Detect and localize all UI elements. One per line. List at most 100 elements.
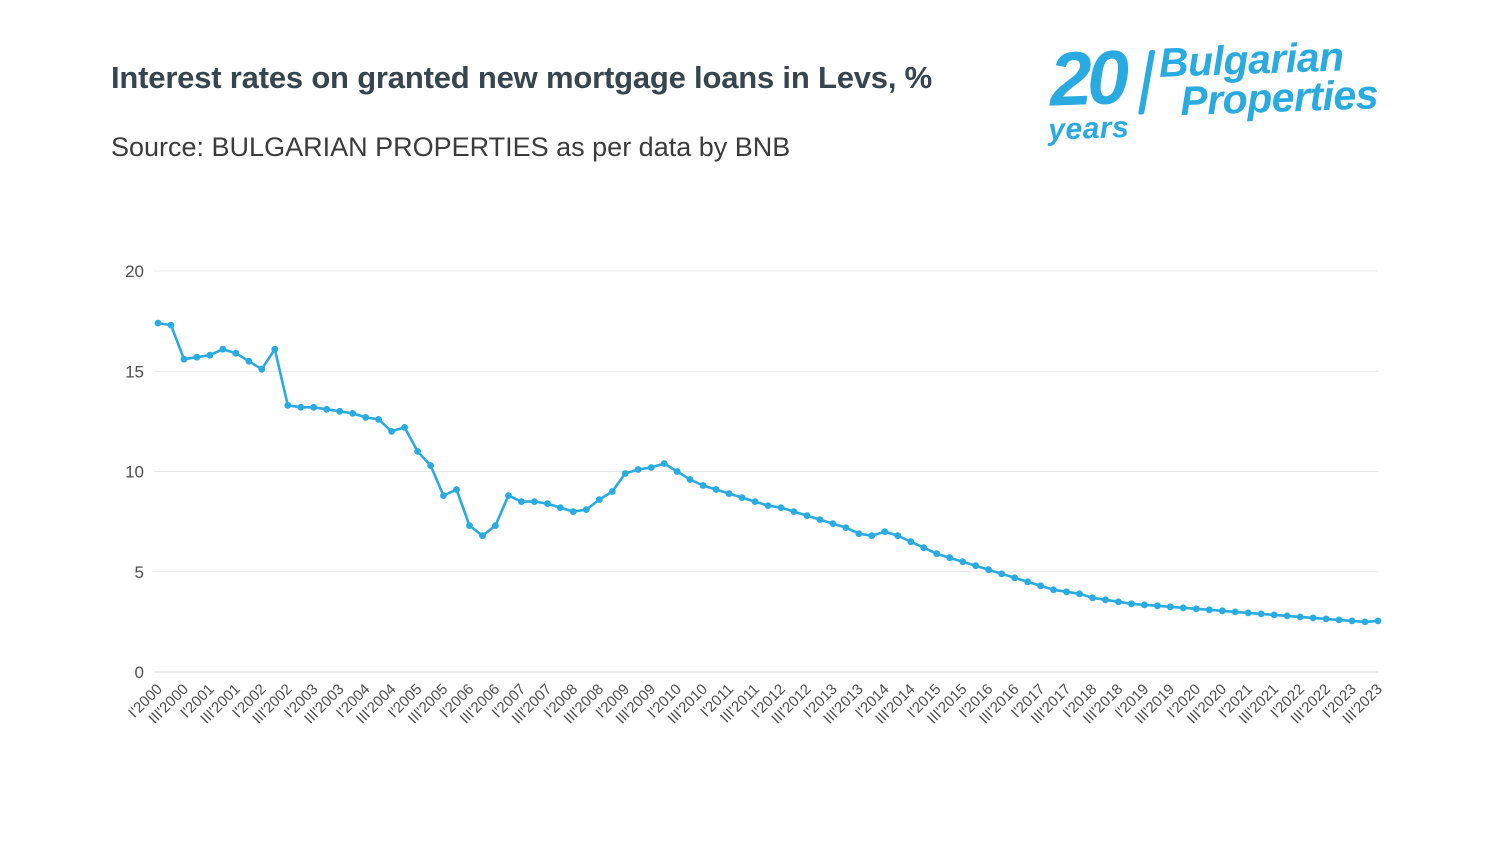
data-point <box>985 566 992 574</box>
data-point <box>673 468 681 475</box>
y-tick-label: 10 <box>125 463 144 482</box>
y-tick-label: 20 <box>125 262 144 281</box>
data-point <box>427 462 434 469</box>
data-point <box>284 401 292 409</box>
data-point <box>1037 582 1044 590</box>
chart-source-subtitle: Source: BULGARIAN PROPERTIES as per data… <box>111 132 791 162</box>
data-point <box>1309 614 1317 622</box>
data-point <box>310 403 318 411</box>
data-point <box>842 524 850 531</box>
data-point <box>466 522 473 529</box>
data-point <box>193 353 201 361</box>
bulgarian-properties-logo: 20 years Bulgarian Properties <box>1046 32 1380 148</box>
y-tick-label: 5 <box>135 563 144 582</box>
data-point <box>920 544 928 552</box>
data-point <box>712 486 720 493</box>
data-point <box>544 500 551 507</box>
data-point <box>1192 605 1200 613</box>
series-line <box>156 321 1380 624</box>
data-point <box>764 502 772 509</box>
line-chart-canvas: 05101520I'2000III'2000I'2001III'2001I'20… <box>125 262 1386 727</box>
data-point <box>297 403 305 411</box>
data-point <box>1076 590 1083 598</box>
data-point <box>1348 617 1356 625</box>
data-point <box>1179 604 1187 612</box>
data-point <box>608 488 616 495</box>
data-point <box>803 512 811 519</box>
data-point <box>1011 574 1018 582</box>
data-point <box>531 498 538 505</box>
logo-20-text: 20 <box>1048 35 1126 123</box>
data-point <box>725 490 733 497</box>
data-point <box>972 562 980 570</box>
data-point <box>816 516 824 523</box>
data-point <box>751 498 759 505</box>
data-point <box>271 345 279 353</box>
data-point <box>907 538 915 546</box>
data-point <box>1089 594 1096 602</box>
data-point <box>1374 617 1382 625</box>
data-point <box>634 466 642 473</box>
data-point <box>1102 596 1109 604</box>
data-point <box>556 504 564 511</box>
data-point <box>1296 613 1304 621</box>
data-point <box>855 530 863 538</box>
data-point <box>569 508 577 515</box>
y-tick-label: 15 <box>125 362 144 381</box>
data-point <box>998 570 1005 578</box>
data-point <box>401 424 408 431</box>
data-point <box>180 355 188 363</box>
data-point <box>686 476 694 483</box>
data-point <box>167 321 175 329</box>
data-point <box>375 416 382 423</box>
data-point <box>336 407 344 415</box>
data-point <box>1024 578 1031 586</box>
data-point <box>154 319 162 327</box>
data-point <box>699 482 707 489</box>
data-point <box>1257 610 1265 618</box>
data-point <box>453 486 460 493</box>
data-point <box>206 351 214 359</box>
data-point <box>1115 598 1122 606</box>
data-point <box>894 532 902 540</box>
data-point <box>440 492 447 499</box>
data-point <box>582 506 590 513</box>
line-chart: 0 5 10 15 20 I'2000 III'2000 I'2001 III'2001 I'20… <box>0 225 1500 825</box>
data-point <box>829 520 837 527</box>
data-point <box>933 550 941 558</box>
data-point <box>881 528 889 535</box>
data-point <box>621 470 629 477</box>
data-point <box>1218 607 1226 615</box>
data-point <box>1322 615 1330 623</box>
data-point <box>505 492 512 499</box>
logo-brand-line2: Properties <box>1179 71 1380 125</box>
data-point <box>1231 608 1239 616</box>
y-tick-label: 0 <box>135 663 144 682</box>
chart-title: Interest rates on granted new mortgage l… <box>111 60 933 95</box>
data-point <box>219 345 227 353</box>
data-point <box>1063 588 1070 596</box>
data-point <box>1335 616 1343 624</box>
data-point <box>660 460 668 467</box>
data-point <box>1270 611 1278 619</box>
data-point <box>362 414 370 421</box>
data-point <box>414 448 421 455</box>
data-point <box>492 522 499 529</box>
data-point <box>1141 601 1148 609</box>
data-point <box>595 496 603 503</box>
data-point <box>1244 609 1252 617</box>
data-point <box>790 508 798 515</box>
logo-divider <box>1138 49 1156 115</box>
data-point <box>647 464 655 471</box>
data-point <box>868 532 876 540</box>
data-point <box>258 365 266 373</box>
data-point <box>738 494 746 501</box>
data-point <box>959 558 967 566</box>
data-point <box>1205 606 1213 614</box>
logo-20-years: 20 years <box>1046 35 1131 148</box>
logo-years-text: years <box>1048 111 1131 148</box>
data-point <box>245 357 253 365</box>
data-point <box>518 498 525 505</box>
data-point <box>479 532 486 540</box>
